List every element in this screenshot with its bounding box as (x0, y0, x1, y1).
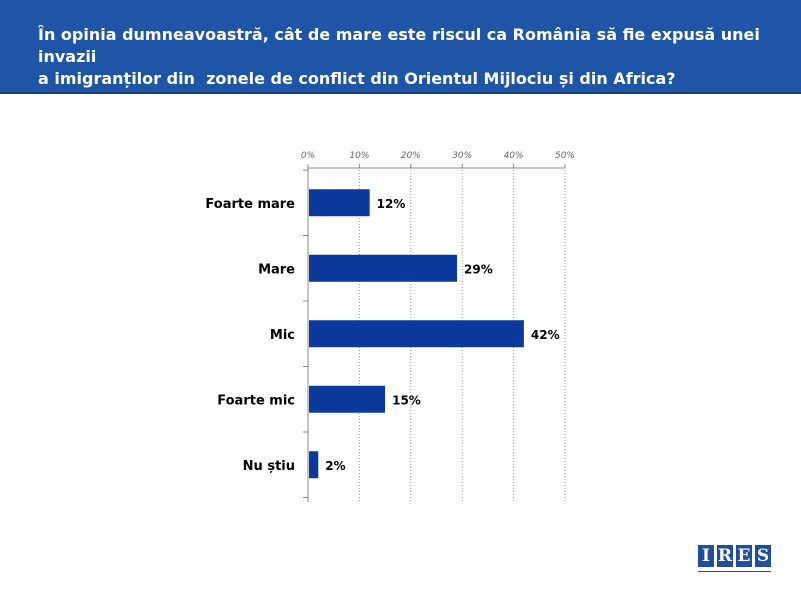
category-label: Mic (270, 328, 295, 343)
data-label: 15% (392, 393, 421, 407)
bar (309, 385, 386, 413)
data-label: 12% (377, 197, 406, 211)
bar (309, 320, 524, 348)
logo-letter: E (736, 545, 752, 567)
data-label: 42% (531, 328, 560, 342)
logo-letter: I (698, 545, 714, 567)
x-tick-label: 30% (452, 151, 472, 161)
chart-axes (303, 164, 566, 502)
logo-letter: R (717, 545, 733, 567)
x-tick-label: 40% (504, 151, 524, 161)
x-tick-label: 10% (349, 151, 369, 161)
question-title: În opinia dumneavoastră, cât de mare est… (38, 25, 760, 88)
x-tick-label: 20% (401, 151, 421, 161)
header-banner: În opinia dumneavoastră, cât de mare est… (0, 0, 801, 94)
chart-labels: 0% 10% 20% 30% 40% 50% Foarte mare 12% Mare 29% Mi… (205, 151, 575, 474)
category-label: Foarte mare (205, 197, 295, 212)
bar (309, 451, 319, 479)
data-label: 29% (464, 262, 493, 276)
x-tick-label: 0% (301, 151, 315, 161)
bar (309, 254, 458, 282)
category-label: Mare (258, 262, 295, 277)
chart-bars (309, 189, 524, 479)
x-tick-label: 50% (555, 151, 575, 161)
ires-logo: I R E S (698, 545, 771, 579)
category-label: Foarte mic (217, 393, 295, 408)
logo-letter: S (755, 545, 771, 567)
category-label: Nu știu (243, 459, 295, 474)
bar (309, 189, 370, 217)
logo-underline (698, 571, 771, 576)
data-label: 2% (325, 459, 345, 473)
